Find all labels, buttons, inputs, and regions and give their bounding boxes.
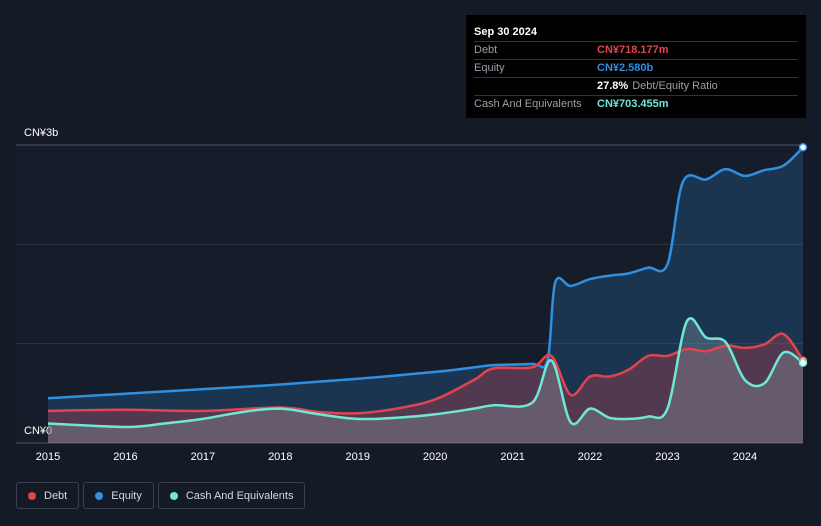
series-area-equity	[48, 147, 803, 444]
x-tick-label: 2016	[113, 451, 137, 463]
end-point-equity	[798, 143, 808, 152]
series-line-equity	[47, 146, 804, 400]
tooltip-panel: Sep 30 2024 Debt CN¥718.177m Equity CN¥2…	[466, 15, 806, 118]
legend-dot-icon	[169, 491, 178, 500]
y-axis-top-label: CN¥3b	[24, 127, 58, 139]
x-tick-label: 2019	[346, 451, 370, 463]
tooltip-label: Debt	[474, 44, 498, 56]
legend: Debt Equity Cash And Equivalents	[16, 482, 309, 509]
legend-item-debt[interactable]: Debt	[16, 482, 80, 509]
tooltip-value: CN¥718.177m	[597, 44, 669, 56]
legend-dot-icon	[28, 491, 36, 500]
series-area-cash-and-equivalents	[48, 318, 803, 443]
legend-item-cash[interactable]: Cash And Equivalents	[157, 482, 306, 509]
tooltip-row-cash: Cash And Equivalents CN¥703.455m	[474, 95, 798, 113]
x-tick-label: 2017	[191, 451, 215, 463]
x-tick-label: 2018	[268, 451, 292, 463]
x-tick-label: 2021	[500, 451, 524, 463]
tooltip-row-debt: Debt CN¥718.177m	[474, 41, 798, 59]
tooltip-row-equity: Equity CN¥2.580b	[474, 59, 798, 77]
legend-label: Debt	[44, 489, 68, 502]
tooltip-value: CN¥2.580b	[597, 62, 654, 74]
tooltip-label	[474, 78, 597, 95]
series-line-debt	[47, 332, 805, 415]
legend-item-equity[interactable]: Equity	[83, 482, 154, 509]
legend-label: Cash And Equivalents	[185, 489, 294, 502]
future-region	[803, 0, 821, 443]
tooltip-label: Equity	[474, 62, 505, 74]
tooltip-value: CN¥703.455m	[597, 98, 669, 110]
y-axis-bottom-label: CN¥0	[24, 425, 52, 437]
tooltip-label: Cash And Equivalents	[474, 98, 582, 110]
series-line-cash-and-equivalents	[47, 317, 804, 429]
legend-dot-icon	[95, 491, 104, 500]
tooltip-row-ratio: 27.8% Debt/Equity Ratio	[474, 77, 798, 95]
series-area-debt	[48, 333, 803, 443]
tooltip-date: Sep 30 2024	[474, 26, 537, 38]
x-tick-label: 2023	[655, 451, 679, 463]
x-tick-label: 2015	[36, 451, 60, 463]
x-tick-label: 2020	[423, 451, 447, 463]
tooltip-value: 27.8%	[597, 80, 629, 92]
x-tick-label: 2024	[733, 451, 757, 463]
legend-label: Equity	[111, 489, 142, 502]
tooltip-ratio-suffix: Debt/Equity Ratio	[632, 80, 718, 92]
x-tick-label: 2022	[578, 451, 602, 463]
end-point-cash-and-equivalents	[798, 358, 808, 368]
